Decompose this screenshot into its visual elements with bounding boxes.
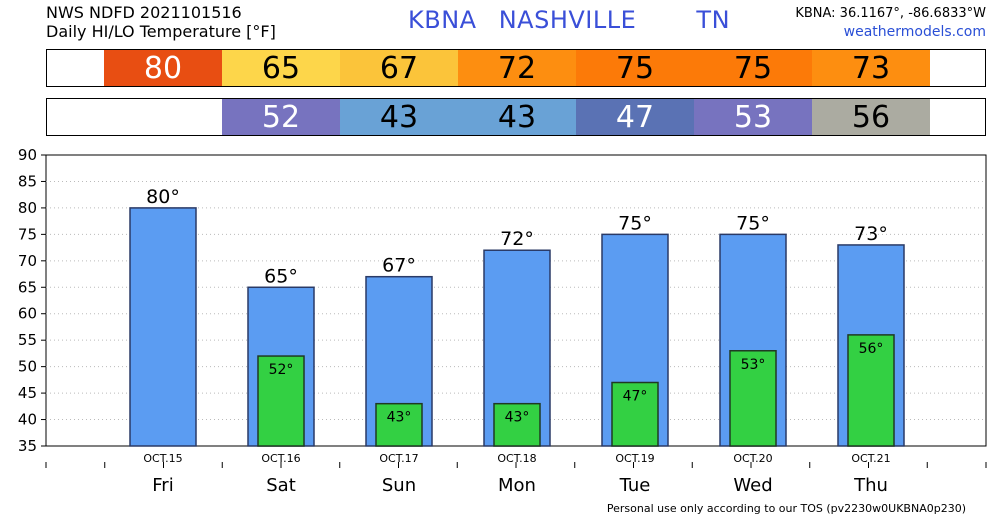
lo-value-label: 43° (505, 410, 530, 426)
location-title: KBNA NASHVILLE TN (408, 6, 744, 34)
lo-value-label: 52° (269, 362, 294, 378)
hi-value-label: 72° (500, 228, 534, 250)
day-label: Sat (266, 475, 296, 496)
lo-value-label: 53° (741, 357, 766, 373)
lo-bar (257, 355, 305, 447)
hi-value-label: 80° (146, 186, 180, 208)
day-label: Mon (498, 475, 536, 496)
station-coordinates: KBNA: 36.1167°, -86.6833°W (795, 6, 986, 21)
temperature-tile: 72 (458, 50, 576, 86)
temperature-tile: 43 (340, 99, 458, 135)
y-tick-label: 90 (18, 146, 37, 164)
date-label: OCT.21 (851, 452, 890, 465)
temperature-tile: 56 (812, 99, 930, 135)
day-label: Sun (382, 475, 416, 496)
lo-bar (729, 350, 777, 447)
site-link[interactable]: weathermodels.com (843, 24, 986, 40)
day-label: Tue (619, 475, 651, 496)
chart-title: Daily HI/LO Temperature [°F] (46, 22, 276, 41)
date-label: OCT.18 (497, 452, 536, 465)
y-tick-label: 75 (18, 225, 37, 243)
temperature-tile: 47 (576, 99, 694, 135)
lo-bar (493, 402, 541, 447)
hi-value-label: 73° (854, 223, 888, 245)
temperature-tile: 75 (576, 50, 694, 86)
hi-value-label: 75° (618, 212, 652, 234)
lo-value-label: 47° (623, 389, 648, 405)
y-tick-label: 85 (18, 172, 37, 190)
y-tick-label: 40 (18, 411, 37, 429)
header-left: NWS NDFD 2021101516 Daily HI/LO Temperat… (46, 3, 276, 41)
temperature-tile: 80 (104, 50, 222, 86)
lo-bar (611, 381, 659, 447)
temperature-tile: 73 (812, 50, 930, 86)
y-tick-label: 55 (18, 331, 37, 349)
lo-value-label: 43° (387, 410, 412, 426)
hi-value-label: 67° (382, 255, 416, 277)
y-tick-label: 50 (18, 358, 37, 376)
temperature-tile: 75 (694, 50, 812, 86)
y-tick-label: 35 (18, 437, 37, 455)
y-tick-label: 65 (18, 278, 37, 296)
lo-bar (375, 402, 423, 447)
y-tick-label: 60 (18, 305, 37, 323)
y-tick-label: 80 (18, 199, 37, 217)
temperature-tile: 43 (458, 99, 576, 135)
day-label: Thu (853, 475, 888, 496)
city-name: NASHVILLE (498, 6, 637, 34)
header-right: KBNA: 36.1167°, -86.6833°W weathermodels… (795, 4, 986, 42)
day-label: Fri (152, 475, 173, 496)
day-label: Wed (733, 475, 772, 496)
lo-temperature-tiles: 52 43 43 47 53 56 (46, 98, 986, 136)
date-label: OCT.17 (379, 452, 418, 465)
temperature-tile: 53 (694, 99, 812, 135)
lo-value-label: 56° (859, 341, 884, 357)
temperature-tile: 67 (340, 50, 458, 86)
station-code: KBNA (408, 6, 477, 34)
hi-value-label: 75° (736, 212, 770, 234)
y-tick-label: 45 (18, 384, 37, 402)
footer-note: Personal use only according to our TOS (… (606, 502, 966, 515)
hi-value-label: 65° (264, 265, 298, 287)
date-label: OCT.15 (143, 452, 182, 465)
temperature-tile: 65 (222, 50, 340, 86)
temperature-tile: 52 (222, 99, 340, 135)
product-line: NWS NDFD 2021101516 (46, 3, 242, 22)
date-label: OCT.16 (261, 452, 300, 465)
date-label: OCT.19 (615, 452, 654, 465)
state-code: TN (696, 6, 731, 34)
date-label: OCT.20 (733, 452, 772, 465)
lo-bar (847, 334, 895, 447)
hi-bar (129, 207, 197, 447)
y-tick-label: 70 (18, 252, 37, 270)
hi-temperature-tiles: 80 65 67 72 75 75 73 (46, 49, 986, 87)
